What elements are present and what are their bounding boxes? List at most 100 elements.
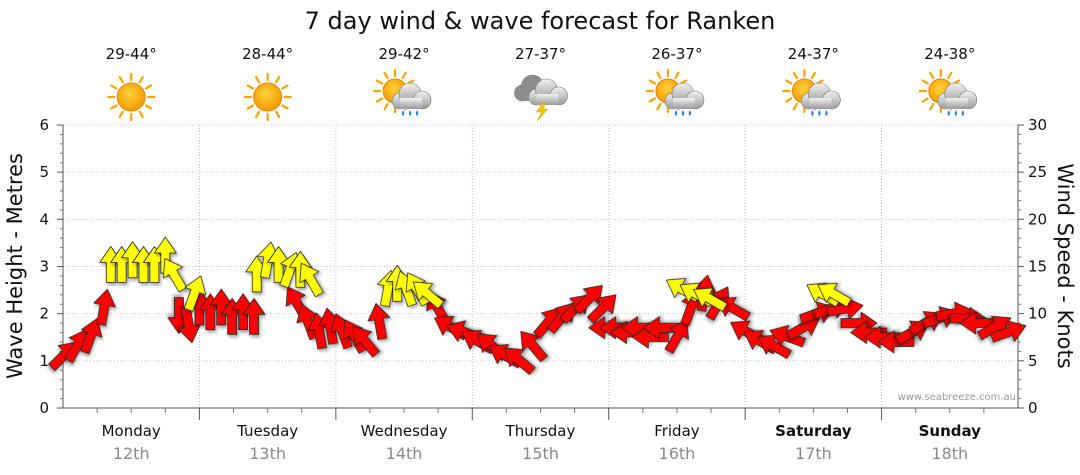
day-date: 17th: [795, 444, 832, 463]
day-name: Saturday: [775, 422, 852, 440]
y-left-tick-label: 1: [39, 352, 49, 370]
day-date: 16th: [659, 444, 696, 463]
wave-arrow-shape: [183, 275, 207, 312]
temp-range: 24-37°: [788, 45, 839, 63]
sun-ray: [921, 97, 929, 103]
wind-arrow: [586, 294, 617, 324]
sun-ray: [656, 71, 662, 80]
y-right-tick-label: 5: [1028, 352, 1038, 370]
y-left-tick-label: 5: [39, 163, 49, 181]
y-right-tick-label: 10: [1028, 305, 1047, 323]
temp-range: 26-37°: [651, 45, 702, 63]
sun-ray: [947, 71, 953, 80]
cloud-body: [536, 94, 559, 105]
lightning-bolt: [536, 102, 549, 122]
wind-arrow-shape: [504, 347, 536, 375]
wave-arrow: [412, 281, 445, 309]
sunny-icon: [243, 72, 292, 122]
sun-ray: [110, 104, 118, 110]
sun-ray: [118, 110, 124, 119]
y-right-tick-label: 30: [1028, 116, 1047, 134]
sun-ray: [138, 75, 144, 84]
storm-icon: [514, 74, 568, 122]
y-right-tick-label: 0: [1028, 399, 1038, 417]
day-name: Sunday: [919, 422, 982, 440]
sun-ray: [118, 75, 124, 84]
sun-ray: [792, 102, 798, 111]
wind-arrow: [504, 347, 536, 375]
wind-arrow-shape: [769, 325, 806, 348]
sun-ray: [281, 84, 289, 90]
y-left-tick-label: 6: [39, 116, 49, 134]
y-left-tick-label: 3: [39, 258, 49, 276]
sun-showers-icon: [372, 68, 432, 116]
sun-ray: [674, 71, 680, 80]
sun-ray: [401, 71, 407, 80]
sunny-icon: [107, 72, 156, 122]
day-date: 12th: [113, 444, 150, 463]
temp-range: 29-44°: [106, 45, 157, 63]
day-name: Friday: [654, 422, 700, 440]
sun-disc: [116, 82, 146, 112]
sun-ray: [138, 110, 144, 119]
wind-arrow: [877, 330, 915, 354]
sun-ray: [110, 84, 118, 90]
sun-ray: [383, 71, 389, 80]
cloud: [528, 78, 568, 106]
day-name: Wednesday: [361, 422, 448, 440]
y-right-tick-label: 15: [1028, 258, 1047, 276]
wave-arrow-shape: [817, 282, 852, 308]
day-date: 15th: [522, 444, 559, 463]
temp-range: 28-44°: [242, 45, 293, 63]
wave-series: [99, 236, 852, 312]
sun-disc: [253, 82, 283, 112]
y-right-axis-title: Wind Speed - Knots: [1053, 163, 1077, 368]
cloud-body: [945, 98, 968, 109]
day-date: 13th: [249, 444, 286, 463]
wind-arrow: [80, 318, 103, 355]
watermark: www.seabreeze.com.au: [898, 392, 1016, 403]
wave-arrow: [162, 258, 188, 293]
sun-ray: [648, 97, 657, 103]
cloud: [937, 82, 978, 110]
cloud-body: [400, 98, 423, 109]
day-date: 14th: [386, 444, 423, 463]
wind-arrow: [573, 284, 603, 315]
wave-arrow-shape: [693, 287, 728, 312]
sun-ray: [810, 71, 816, 80]
rain-drop: [825, 110, 828, 116]
day-date: 18th: [931, 444, 968, 463]
wind-arrow-shape: [352, 326, 381, 358]
wave-arrow-shape: [162, 258, 188, 293]
sun-ray: [246, 84, 255, 90]
wind-arrow-shape: [586, 294, 617, 324]
cloud: [664, 82, 705, 110]
sun-ray: [375, 79, 384, 85]
rain-drop: [961, 110, 965, 116]
sun-ray: [785, 97, 793, 103]
sun-showers-icon: [782, 68, 841, 116]
chart-title: 7 day wind & wave forecast for Ranken: [305, 7, 776, 35]
wave-arrow-shape: [299, 262, 324, 298]
sun-ray: [375, 97, 384, 103]
y-left-tick-label: 4: [39, 210, 49, 228]
rain-drop: [954, 110, 958, 116]
wave-arrow-shape: [412, 281, 445, 309]
day-labels: Monday 12th Tuesday 13th Wednesday 14th Thursd…: [102, 422, 982, 463]
wind-arrow: [242, 297, 266, 335]
wave-arrow: [817, 282, 852, 308]
wind-arrow-shape: [367, 303, 391, 341]
sun-ray: [648, 79, 657, 85]
y-left-tick-label: 2: [39, 305, 49, 323]
sun-ray: [144, 84, 153, 90]
day-name: Thursday: [505, 422, 576, 440]
wind-arrow-shape: [93, 288, 116, 326]
sun-ray: [929, 102, 935, 111]
sun-ray: [144, 104, 153, 110]
sun-ray: [383, 102, 389, 111]
sun-ray: [792, 71, 798, 80]
rain-drop: [415, 110, 419, 116]
rain-drop: [947, 110, 951, 116]
rain-drop: [818, 110, 821, 116]
